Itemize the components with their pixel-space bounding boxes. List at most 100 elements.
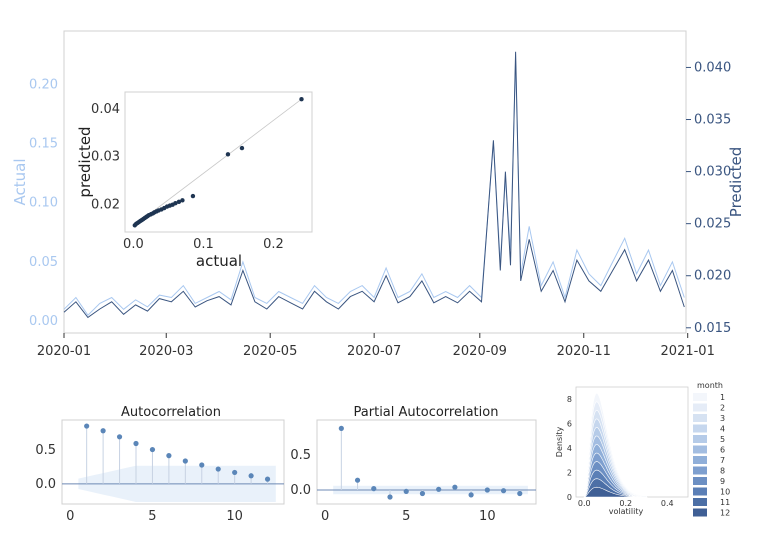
legend-label-month-4: 4 <box>720 425 725 434</box>
acf-chart: Autocorrelation 0 5 10 0.0 0.5 <box>35 405 285 524</box>
pacf-stem-marker <box>452 484 458 490</box>
acf-stem-marker <box>116 434 123 440</box>
pacf-stem-marker <box>484 487 490 493</box>
pacf-stem-marker <box>500 488 507 494</box>
main-chart: 0.00 0.05 0.10 0.15 0.20 0.015 0.020 0.025 0.03… <box>11 30 745 359</box>
pacf-x-tick-label: 0 <box>321 509 329 524</box>
pacf-stem-marker <box>387 494 393 500</box>
legend-swatch-month-6 <box>693 445 707 454</box>
legend-swatch-month-9 <box>693 477 707 485</box>
pacf-x-tick-label: 10 <box>479 509 496 524</box>
series-actual-line <box>63 60 685 316</box>
density-areas <box>583 392 648 498</box>
main-y-right-tick-label: 0.025 <box>694 217 731 232</box>
legend-swatch-month-11 <box>693 498 707 506</box>
inset-scatter-point <box>299 96 304 102</box>
legend-swatch-month-7 <box>693 456 707 464</box>
main-y-right-tick-label: 0.030 <box>694 165 731 180</box>
inset-diagonal-line <box>133 98 302 227</box>
legend-swatch-month-5 <box>693 435 707 443</box>
legend-label-month-7: 7 <box>720 456 725 465</box>
inset-scatter-point <box>173 201 178 206</box>
acf-stem-marker <box>215 466 221 472</box>
density-xlabel: volatility <box>609 507 644 516</box>
legend-swatch-month-12 <box>693 508 707 517</box>
acf-stem-marker <box>84 423 90 429</box>
main-x-tick-label: 2021-01 <box>661 344 715 359</box>
pacf-stem-marker <box>517 490 523 497</box>
inset-x-tick-label: 0.2 <box>263 237 284 252</box>
main-y-left-tick-label: 0.00 <box>29 314 58 329</box>
legend-swatch-month-2 <box>693 403 707 412</box>
acf-x-ticks: 0 5 10 <box>66 509 243 524</box>
legend-swatch-month-4 <box>693 424 707 433</box>
legend-label-month-9: 9 <box>720 477 725 486</box>
density-x-ticks: 0.0 0.2 0.4 <box>578 499 674 508</box>
density-x-tick-label: 0.2 <box>619 499 632 508</box>
pacf-x-ticks: 0 5 10 <box>321 509 496 524</box>
main-ylabel-left: Actual <box>11 159 29 206</box>
pacf-stem-marker <box>436 486 442 492</box>
acf-x-tick-label: 0 <box>66 509 74 524</box>
main-y-left-tick-label: 0.20 <box>29 77 58 92</box>
pacf-x-tick-label: 5 <box>402 509 410 524</box>
acf-y-ticks: 0.0 0.5 <box>35 443 56 492</box>
main-y-left-tick-label: 0.05 <box>29 255 58 270</box>
density-y-ticks: 0 2 4 6 8 <box>567 395 572 502</box>
acf-stem-marker <box>166 453 172 459</box>
acf-stem-marker <box>248 473 254 479</box>
main-x-tick-label: 2020-01 <box>37 344 91 359</box>
pacf-y-ticks: 0.0 0.5 <box>290 448 311 498</box>
pacf-y-tick-label: 0.0 <box>290 483 311 498</box>
inset-y-tick-label: 0.02 <box>91 198 120 213</box>
legend-label-month-3: 3 <box>720 414 725 423</box>
density-y-tick-label: 4 <box>567 444 572 453</box>
acf-stem-marker <box>149 446 156 453</box>
pacf-stem-marker <box>371 486 377 492</box>
acf-stem-marker <box>133 440 139 447</box>
series-predicted-line <box>63 51 685 319</box>
density-y-tick-label: 0 <box>567 493 572 502</box>
inset-scatter-point <box>225 152 231 157</box>
inset-y-tick-label: 0.04 <box>91 102 120 117</box>
pacf-y-tick-label: 0.5 <box>290 448 311 463</box>
main-x-tick-label: 2020-05 <box>243 344 297 359</box>
inset-x-ticks: 0.0 0.1 0.2 <box>123 237 284 252</box>
main-x-ticks: 2020-01 2020-03 2020-05 2020-07 2020-09 2020-… <box>37 333 715 359</box>
inset-x-tick-label: 0.1 <box>193 237 214 252</box>
legend-label-month-5: 5 <box>720 435 725 444</box>
pacf-stem-marker <box>338 425 344 431</box>
main-y-right-ticks: 0.015 0.020 0.025 0.030 0.035 0.040 <box>686 60 731 336</box>
inset-y-ticks: 0.02 0.03 0.04 <box>91 102 120 213</box>
main-y-left-ticks: 0.00 0.05 0.10 0.15 0.20 <box>29 77 58 329</box>
density-y-tick-label: 2 <box>567 469 572 478</box>
inset-scatter: 0.0 0.1 0.2 0.02 0.03 0.04 actual predicted <box>76 91 313 270</box>
main-y-right-tick-label: 0.015 <box>694 321 731 336</box>
inset-ylabel: predicted <box>76 126 94 197</box>
pacf-stems <box>338 425 523 500</box>
density-area-month-12 <box>584 486 647 498</box>
inset-scatter-point <box>180 198 185 203</box>
acf-stem-marker <box>264 476 271 482</box>
density-y-tick-label: 6 <box>567 420 572 429</box>
inset-scatter-point <box>190 193 196 199</box>
legend-label-month-2: 2 <box>720 404 725 413</box>
pacf-stem-marker <box>354 477 361 483</box>
main-x-tick-label: 2020-09 <box>453 344 507 359</box>
acf-x-tick-label: 5 <box>148 509 156 524</box>
pacf-stem-marker <box>468 492 474 498</box>
main-y-left-tick-label: 0.15 <box>29 137 58 152</box>
density-ylabel: Density <box>555 427 564 458</box>
legend-label-month-1: 1 <box>720 393 725 402</box>
main-y-left-tick-label: 0.10 <box>29 196 58 211</box>
density-x-tick-label: 0.0 <box>578 499 591 508</box>
legend-label-month-11: 11 <box>720 498 730 507</box>
density-chart: 0.0 0.2 0.4 0 2 4 6 8 volatility Density month… <box>555 381 730 518</box>
legend-swatch-month-3 <box>693 414 707 422</box>
legend-title: month <box>697 381 723 390</box>
legend-label-month-8: 8 <box>720 467 725 476</box>
main-ylabel-right: Predicted <box>727 147 745 217</box>
legend-swatch-month-1 <box>693 393 707 401</box>
legend-swatch-month-8 <box>693 466 707 475</box>
